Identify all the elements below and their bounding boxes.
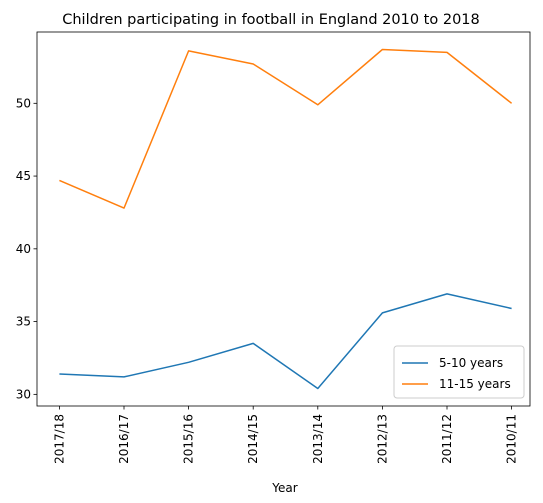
x-tick-label: 2016/17	[117, 414, 131, 464]
x-tick-label: 2015/16	[182, 414, 196, 464]
y-tick-label: 50	[16, 96, 31, 110]
y-tick-label: 35	[16, 315, 31, 329]
x-tick-label: 2017/18	[52, 414, 66, 464]
x-tick-label: 2014/15	[246, 414, 260, 464]
plot-frame	[36, 31, 531, 407]
y-tick-label: 30	[16, 387, 31, 401]
chart-title: Children participating in football in En…	[62, 12, 480, 28]
series-line-2	[59, 48, 513, 209]
x-tick-label: 2011/12	[440, 414, 454, 464]
legend-box	[393, 345, 525, 399]
legend: 5-10 years 11-15 years	[393, 345, 525, 399]
legend-label: 5-10 years	[439, 356, 503, 370]
y-tick-label: 40	[16, 242, 31, 256]
x-axis-label: Year	[271, 481, 297, 495]
plot-area: 30 35 40 45 50 2017/18 2016/17 2015/16 2014/15 20…	[16, 31, 531, 464]
x-tick-label: 2010/11	[505, 414, 519, 464]
x-tick-label: 2012/13	[375, 414, 389, 464]
series-line-1	[59, 293, 512, 390]
legend-label: 11-15 years	[439, 377, 511, 391]
x-tick-label: 2013/14	[311, 414, 325, 464]
y-tick-label: 45	[16, 169, 31, 183]
